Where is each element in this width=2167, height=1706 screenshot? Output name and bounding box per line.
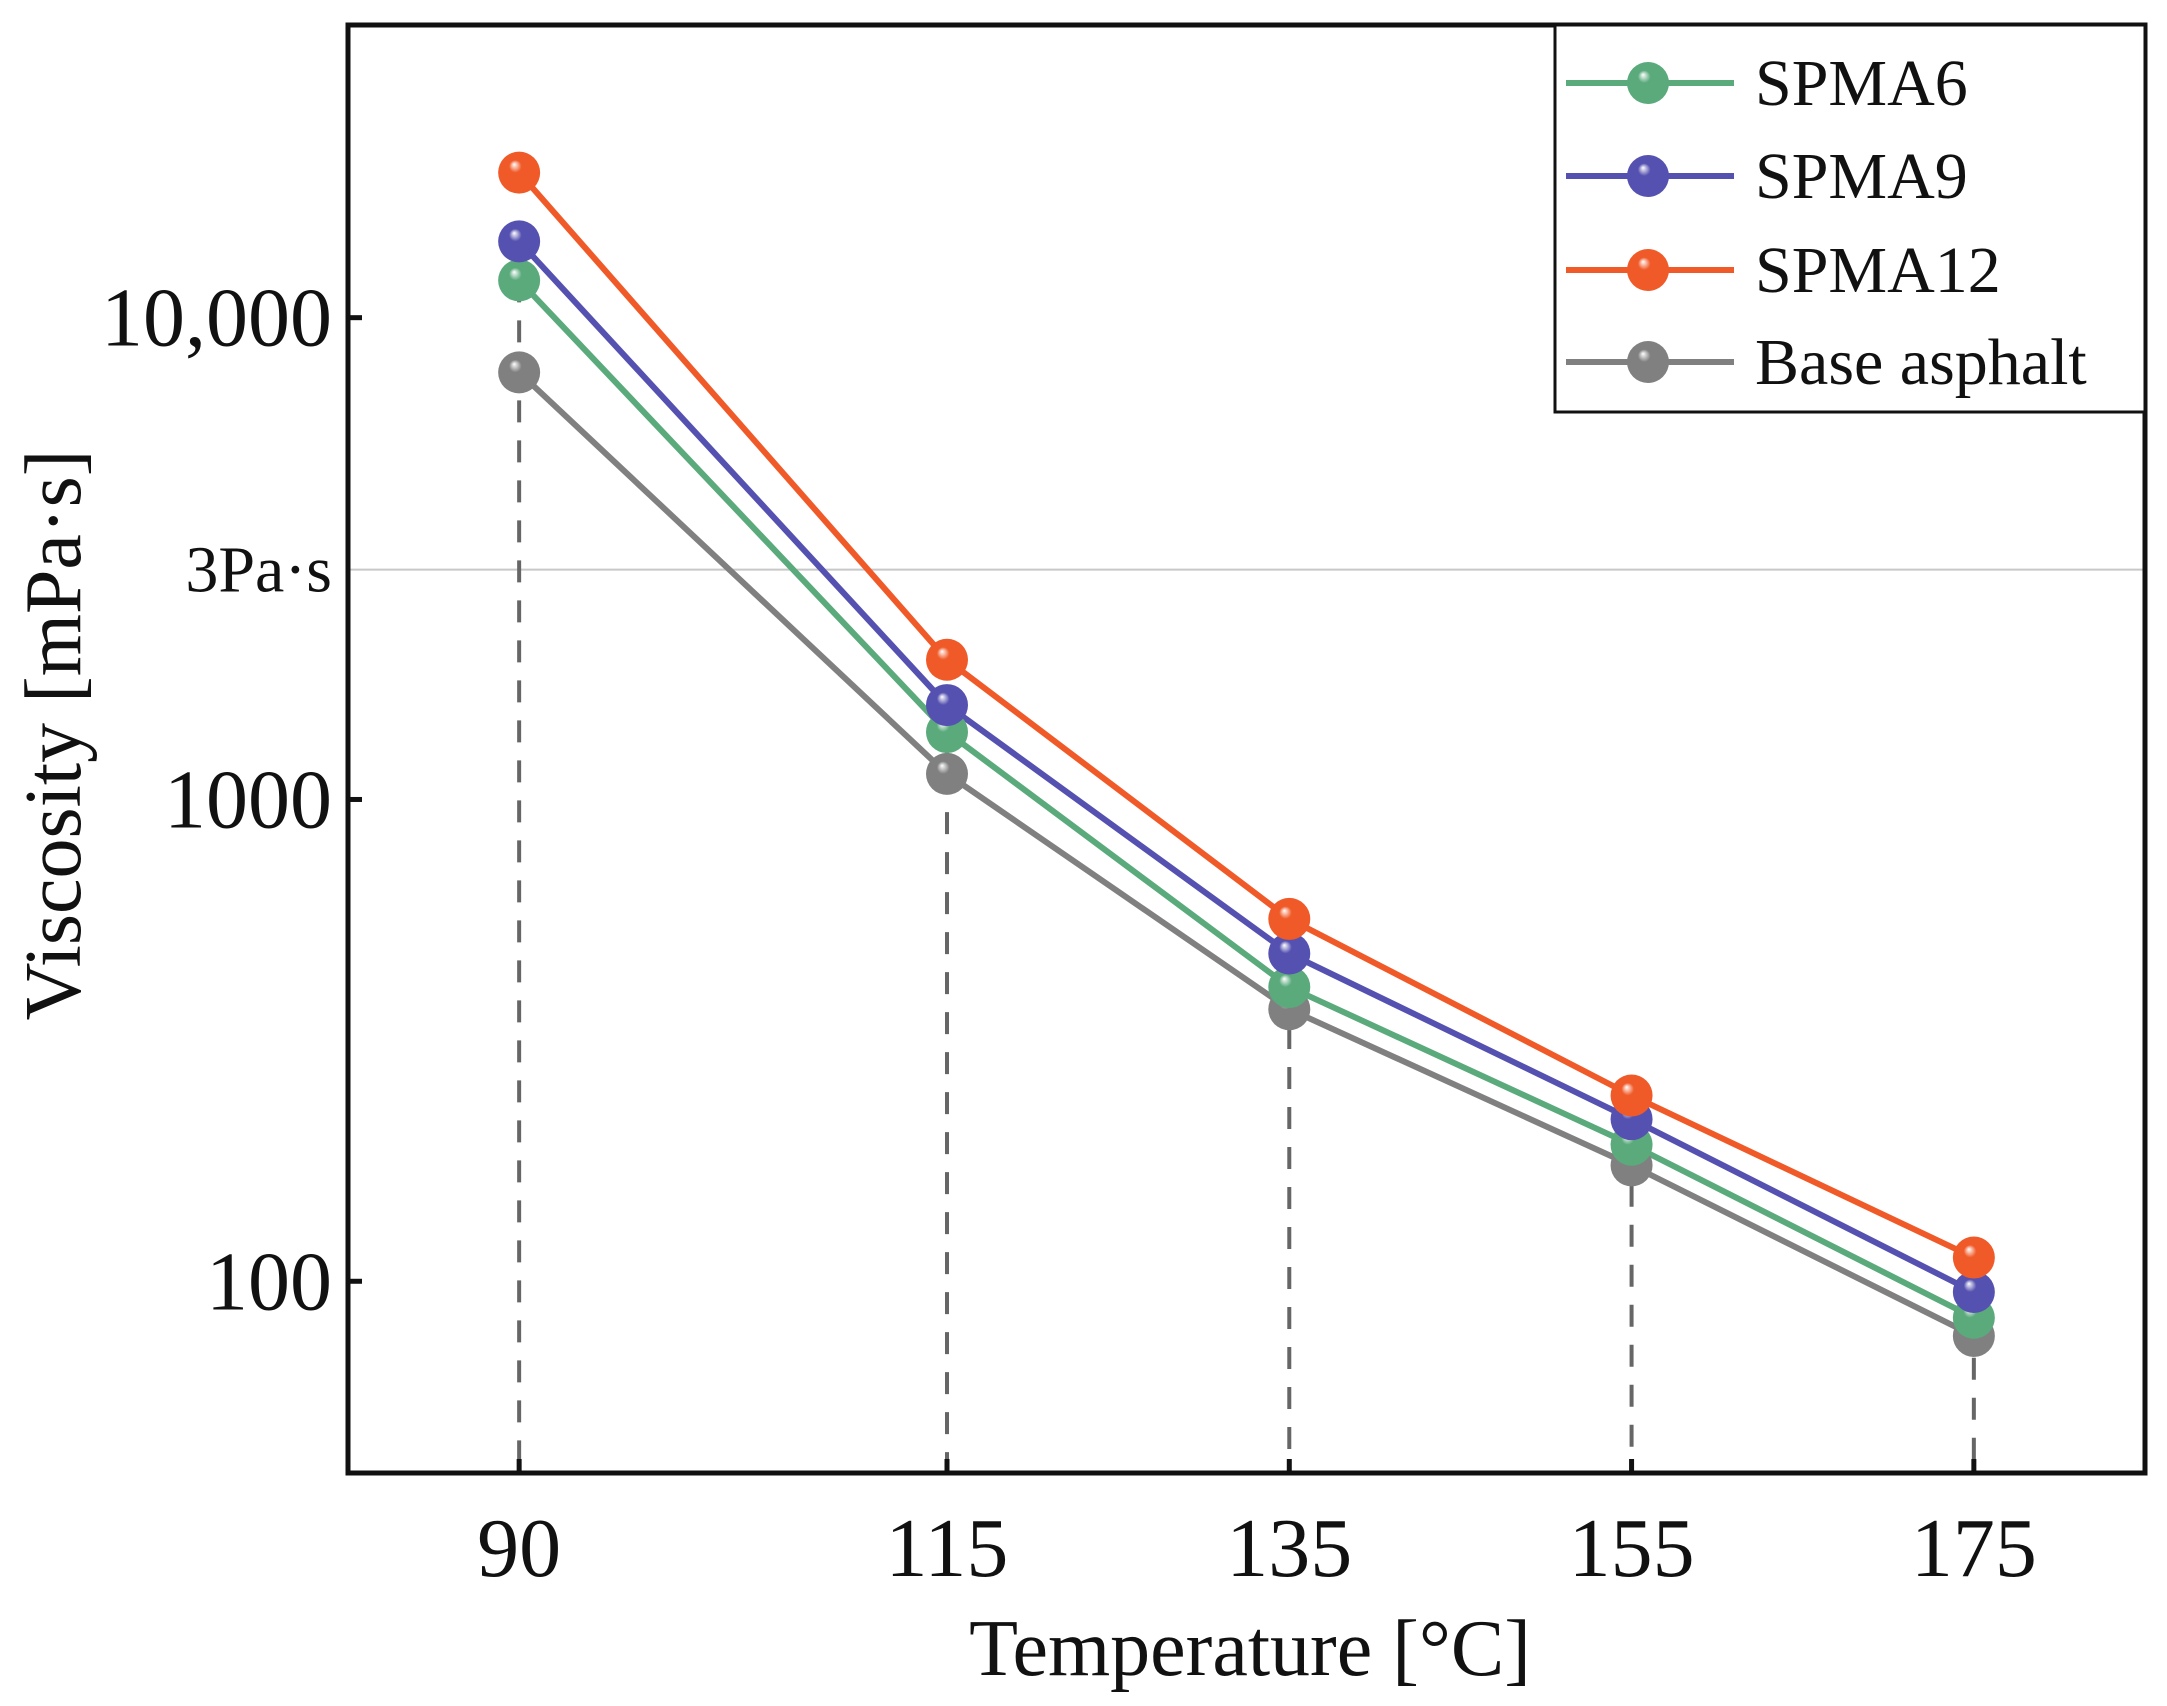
drop-lines [517, 280, 1976, 1473]
series-group [498, 151, 1995, 1357]
legend-label: SPMA6 [1755, 47, 1968, 120]
data-point [1952, 1271, 1995, 1314]
x-tick-label: 115 [886, 1502, 1009, 1595]
y-axis-label: Viscosity [mPa·s] [10, 450, 98, 1021]
series-line-base-asphalt [517, 370, 1976, 1339]
data-point [1610, 1074, 1653, 1117]
data-point [926, 638, 968, 681]
legend-marker [1627, 62, 1669, 104]
legend-marker [1627, 155, 1669, 197]
data-point [498, 259, 541, 302]
data-point [498, 151, 541, 194]
data-point [498, 220, 541, 263]
legend-label: Base asphalt [1755, 326, 2087, 399]
data-point [1268, 932, 1311, 975]
x-tick-label: 175 [1911, 1502, 2037, 1595]
series-line-spma6 [516, 278, 1976, 1321]
x-axis-label: Temperature [°C] [969, 1605, 1531, 1693]
legend-label: SPMA12 [1755, 234, 2001, 307]
legend: SPMA6 SPMA9 SPMA12 Base asphalt [1553, 23, 2147, 414]
data-point [1952, 1236, 1995, 1279]
y-tick-labels: 10,000 1000 100 3Pa·s [101, 272, 332, 1329]
data-point [926, 684, 968, 727]
y-tick-label: 100 [206, 1235, 332, 1328]
x-tick-label: 155 [1569, 1502, 1695, 1595]
axis-ticks [348, 315, 1977, 1473]
reference-line-label: 3Pa·s [185, 534, 332, 607]
legend-marker [1627, 249, 1669, 291]
y-tick-label: 10,000 [101, 272, 332, 365]
legend-label: SPMA9 [1755, 140, 1968, 213]
x-tick-labels: 90 115 135 155 175 [477, 1502, 2037, 1595]
x-tick-label: 90 [477, 1502, 561, 1595]
data-point [1268, 966, 1311, 1009]
legend-marker [1627, 341, 1669, 383]
plot-frame [345, 22, 2148, 1476]
data-point [498, 351, 541, 394]
y-tick-label: 1000 [164, 753, 332, 846]
data-point [1268, 897, 1311, 940]
data-point [926, 752, 968, 795]
x-tick-label: 135 [1226, 1502, 1352, 1595]
